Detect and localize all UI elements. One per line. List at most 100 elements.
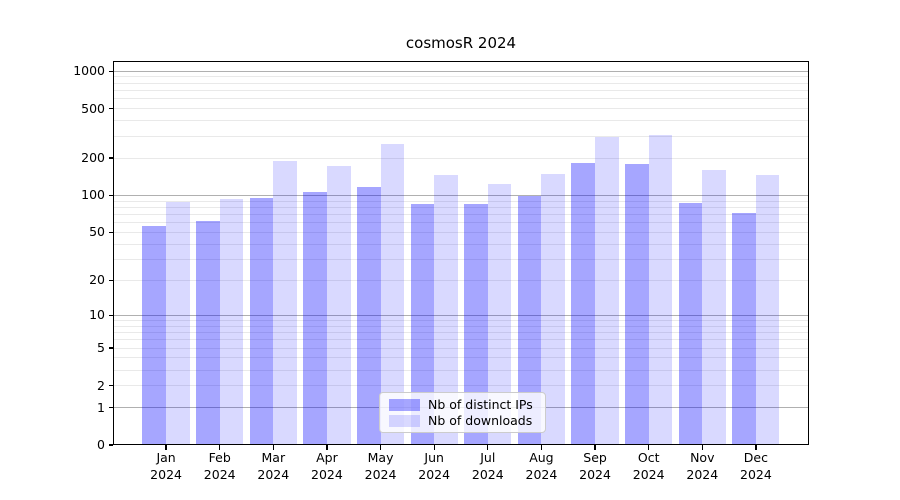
bar-downloads-feb [219,198,244,445]
gridline-minor [114,76,808,78]
x-tick-year: 2024 [418,466,451,482]
x-tick-month: Dec [743,450,768,465]
y-axis-tick-label: 500 [81,100,105,116]
legend-item-downloads: Nb of downloads [389,413,536,428]
gridline-minor [114,213,808,215]
x-tick-month: Jan [156,450,176,465]
bar-downloads-may [380,144,405,445]
gridline-minor [114,90,808,92]
y-axis-tick [108,444,113,446]
y-axis-tick-label: 1000 [73,63,105,79]
x-axis-tick-label: Dec 2024 [724,450,788,483]
x-axis-tick-label: Jan 2024 [134,450,198,483]
gridline-minor [114,231,808,233]
y-axis-tick-label: 5 [97,340,105,356]
x-axis-tick-label: Jun 2024 [402,450,466,483]
gridline-minor [114,258,808,260]
x-axis-tick-label: Aug 2024 [509,450,573,483]
bar-downloads-sep [595,137,619,445]
bar-distinct-ips-nov [678,202,703,445]
x-axis-tick [594,445,596,450]
bar-distinct-ips-dec [732,212,756,445]
y-axis-tick-label: 1 [97,399,105,415]
x-tick-month: Oct [637,450,660,465]
y-axis-tick-label: 0 [97,437,105,452]
x-axis-tick [487,445,489,450]
gridline-minor [114,347,808,349]
bar-distinct-ips-jun [410,204,435,445]
x-tick-month: Sep [583,450,607,465]
bar-distinct-ips-may [356,186,381,445]
x-tick-year: 2024 [150,466,182,482]
bar-downloads-jun [434,174,458,445]
gridline-minor [114,82,808,84]
gridline-minor [114,222,808,224]
bar-downloads-jan [166,202,190,445]
y-axis-tick [108,108,113,110]
y-axis-tick [108,157,113,159]
bar-distinct-ips-jul [464,204,488,445]
x-tick-year: 2024 [311,466,343,482]
x-tick-month: Mar [261,450,286,465]
gridline-minor [114,157,808,159]
bar-distinct-ips-jan [142,226,167,445]
gridline-minor [114,120,808,122]
gridline-minor [114,357,808,359]
x-tick-month: May [367,450,394,465]
x-tick-year: 2024 [579,466,611,482]
gridline-minor [114,339,808,341]
y-axis-tick-label: 50 [89,224,105,240]
x-tick-month: Apr [316,450,338,465]
gridline-major [114,70,808,72]
x-tick-month: Nov [690,450,715,465]
bar-downloads-jul [487,183,512,445]
y-axis-tick-label: 10 [89,307,105,323]
bar-distinct-ips-apr [303,191,327,445]
x-tick-month: Aug [529,450,554,465]
x-tick-year: 2024 [740,466,772,482]
bar-downloads-dec [755,174,780,445]
gridline-minor [114,325,808,327]
x-tick-year: 2024 [203,466,236,482]
x-axis-tick-label: Apr 2024 [295,450,359,483]
x-tick-year: 2024 [525,466,558,482]
bar-distinct-ips-feb [196,220,220,445]
bar-downloads-aug [541,173,565,445]
y-axis-tick [108,384,113,387]
gridline-major [114,314,808,316]
chart-title: cosmosR 2024 [405,34,517,52]
bar-downloads-nov [702,170,726,445]
y-axis-tick [108,314,113,316]
x-tick-year: 2024 [471,466,504,482]
gridline-minor [114,385,808,387]
x-axis-tick-label: Nov 2024 [670,450,734,483]
x-axis-tick [165,445,167,450]
gridline-minor [114,279,808,281]
x-axis-tick-label: Sep 2024 [563,450,627,483]
y-axis-tick [108,347,113,349]
x-axis-tick [540,445,543,450]
y-axis-tick-label: 20 [89,272,105,288]
x-axis-tick [755,445,757,450]
x-axis-tick [701,445,703,450]
gridline-minor [114,243,808,245]
y-axis-tick [108,194,113,196]
bar-distinct-ips-sep [571,162,596,445]
gridline-minor [114,98,808,100]
bar-distinct-ips-aug [517,196,542,445]
gridline-minor [114,135,808,137]
x-axis-tick [272,445,274,450]
legend-swatch-downloads [389,414,420,427]
x-axis-tick-label: Feb 2024 [188,450,252,483]
x-axis-tick [326,445,328,450]
y-axis-tick [108,279,113,281]
x-tick-year: 2024 [686,466,719,482]
x-tick-year: 2024 [632,466,665,482]
gridline-minor [114,319,808,321]
legend: Nb of distinct IPs Nb of downloads [379,392,546,433]
x-tick-year: 2024 [257,466,290,482]
legend-swatch-distinct-ips [389,398,420,411]
y-axis-tick-label: 200 [81,150,105,166]
legend-label-downloads: Nb of downloads [428,413,533,428]
y-axis-tick [108,70,113,72]
